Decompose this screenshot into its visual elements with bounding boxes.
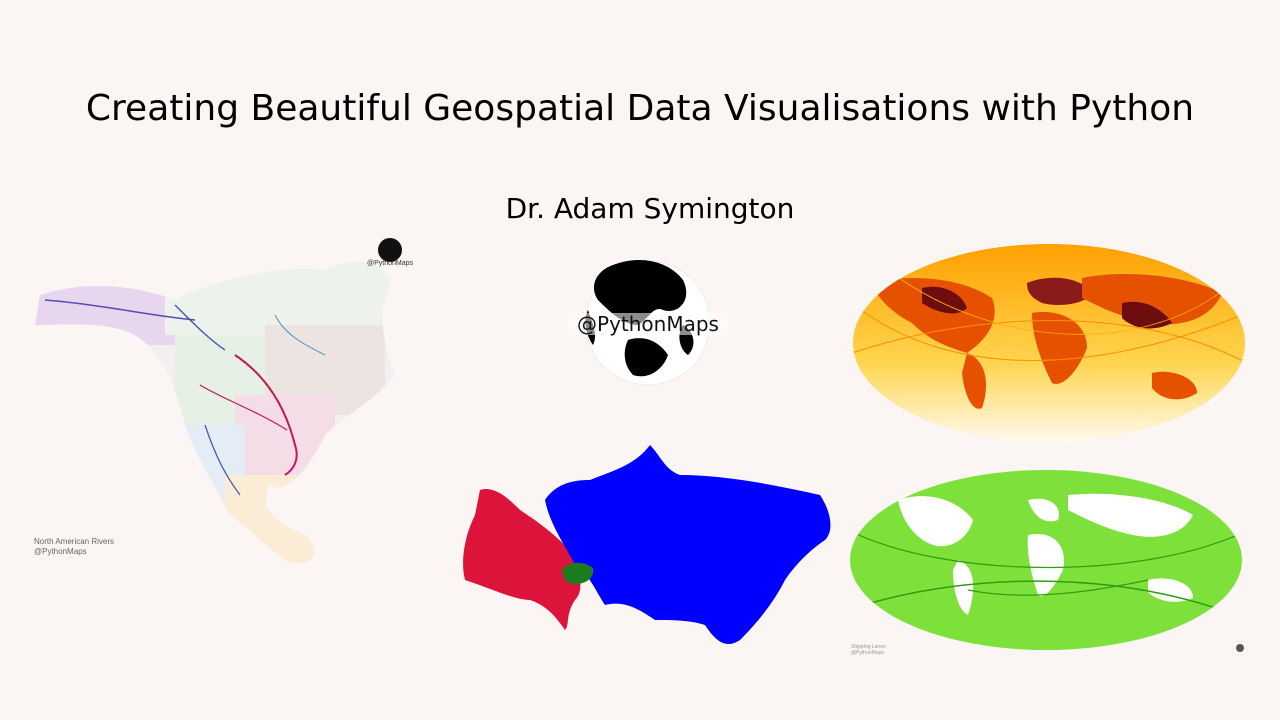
globe-icon <box>593 260 687 325</box>
pythonmaps-logo: @PythonMaps <box>568 260 728 386</box>
shipping-map-caption-title: Shipping Lanes <box>851 644 886 650</box>
slide-author: Dr. Adam Symington <box>505 192 795 225</box>
globe-icon <box>1236 644 1244 652</box>
rivers-map-caption-handle: @PythonMaps <box>34 547 87 556</box>
globe-icon <box>378 238 402 262</box>
shipping-map-caption-handle: @PythonMaps <box>851 650 884 656</box>
rivers-map-caption-title: North American Rivers <box>34 537 115 546</box>
empire-map <box>463 445 831 645</box>
shipping-map-caption: Shipping Lanes @PythonMaps <box>851 644 885 656</box>
shipping-lanes-map <box>850 470 1244 652</box>
slide-title: Creating Beautiful Geospatial Data Visua… <box>85 88 1195 129</box>
eastern-region <box>545 445 831 645</box>
central-region <box>562 562 594 585</box>
western-region <box>463 489 581 630</box>
rivers-map-badge: @PythonMaps <box>367 260 414 267</box>
north-american-rivers-map: @PythonMaps <box>35 238 414 564</box>
global-flights-map <box>853 244 1245 442</box>
rivers-map-caption: North American Rivers @PythonMaps <box>34 537 114 557</box>
logo-handle: @PythonMaps <box>577 312 719 336</box>
